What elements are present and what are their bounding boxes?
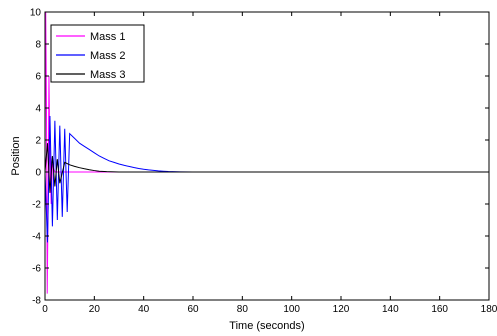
y-tick-label: -4 <box>32 232 41 243</box>
x-tick-label: 120 <box>333 304 350 315</box>
x-axis-label: Time (seconds) <box>229 320 304 332</box>
legend-label-mass-2: Mass 2 <box>90 50 125 62</box>
x-tick-label: 140 <box>382 304 399 315</box>
y-tick-label: -6 <box>32 264 41 275</box>
plot-frame <box>44 11 490 301</box>
x-tick-label: 100 <box>283 304 300 315</box>
x-tick-label: 40 <box>138 304 150 315</box>
series-layer <box>44 11 489 294</box>
y-tick-label: 6 <box>35 72 41 83</box>
x-tick-label: 160 <box>431 304 448 315</box>
legend-label-mass-3: Mass 3 <box>90 69 125 81</box>
x-tick-label: 20 <box>89 304 101 315</box>
y-tick-label: -2 <box>32 200 41 211</box>
x-tick-label: 60 <box>187 304 199 315</box>
y-tick-label: 8 <box>35 40 41 51</box>
legend-label-mass-1: Mass 1 <box>90 31 125 43</box>
y-tick-label: 2 <box>35 136 41 147</box>
legend: Mass 1 Mass 2 Mass 3 <box>50 24 145 83</box>
y-tick-label: 4 <box>35 104 41 115</box>
y-axis-label: Position <box>10 136 22 175</box>
y-tick-label: -8 <box>32 296 41 307</box>
x-tick-label: 180 <box>481 304 497 315</box>
y-tick-label: 10 <box>30 8 42 19</box>
series-line-3 <box>44 143 489 193</box>
y-tick-label: 0 <box>35 168 41 179</box>
x-tick-label: 0 <box>42 304 48 315</box>
x-tick-label: 80 <box>237 304 249 315</box>
legend-box <box>50 24 145 83</box>
tick-layer: 0 20 40 60 80 100 120 140 160 180 -8 -6 -4 -2 0 2 4 6 8 10 <box>30 8 497 316</box>
